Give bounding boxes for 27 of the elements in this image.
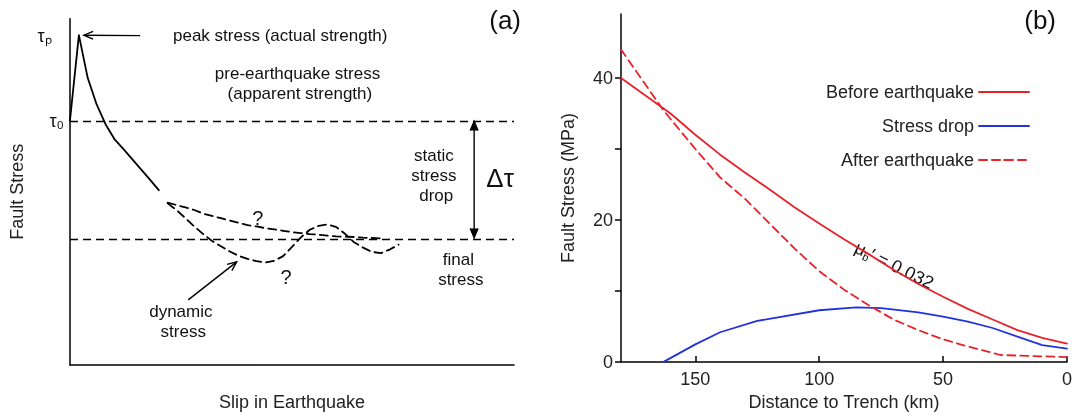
x-tick-label: 50: [933, 369, 954, 390]
y-tick-label: 20: [592, 210, 613, 231]
chart-title: (b): [1024, 5, 1056, 35]
y-tick-label: 0: [602, 352, 613, 373]
text: τₚ: [37, 25, 52, 47]
annotation: dynamic stress: [149, 302, 218, 342]
x-tick-label: 150: [680, 369, 711, 390]
y-axis-title: Fault Stress (MPa): [558, 113, 578, 264]
legend-label: After earthquake: [840, 150, 974, 170]
ref-line-label: τ₀: [49, 110, 64, 131]
legend-label: Before earthquake: [825, 82, 974, 102]
annotation: pre-earthquake stress (apparent strength): [214, 63, 385, 103]
line-series: [662, 306, 1068, 363]
annotation: peak stress (actual strength): [172, 26, 388, 46]
annotation: Δτ: [486, 162, 515, 193]
x-tick-label: 100: [804, 369, 835, 390]
x-axis-title: Slip in Earthquake: [218, 392, 366, 412]
annotation: final stress: [438, 250, 484, 290]
legend-label: Stress drop: [881, 116, 974, 136]
annotation: ?: [252, 206, 264, 229]
annotation: static stress drop: [411, 145, 462, 205]
annotation: ?: [280, 265, 292, 288]
y-axis-title: Fault Stress: [7, 143, 27, 240]
y-tick-label: 40: [592, 67, 613, 88]
x-tick-label: 0: [1061, 369, 1072, 390]
chart-title: (a): [489, 5, 521, 35]
x-axis-title: Distance to Trench (km): [748, 392, 940, 412]
